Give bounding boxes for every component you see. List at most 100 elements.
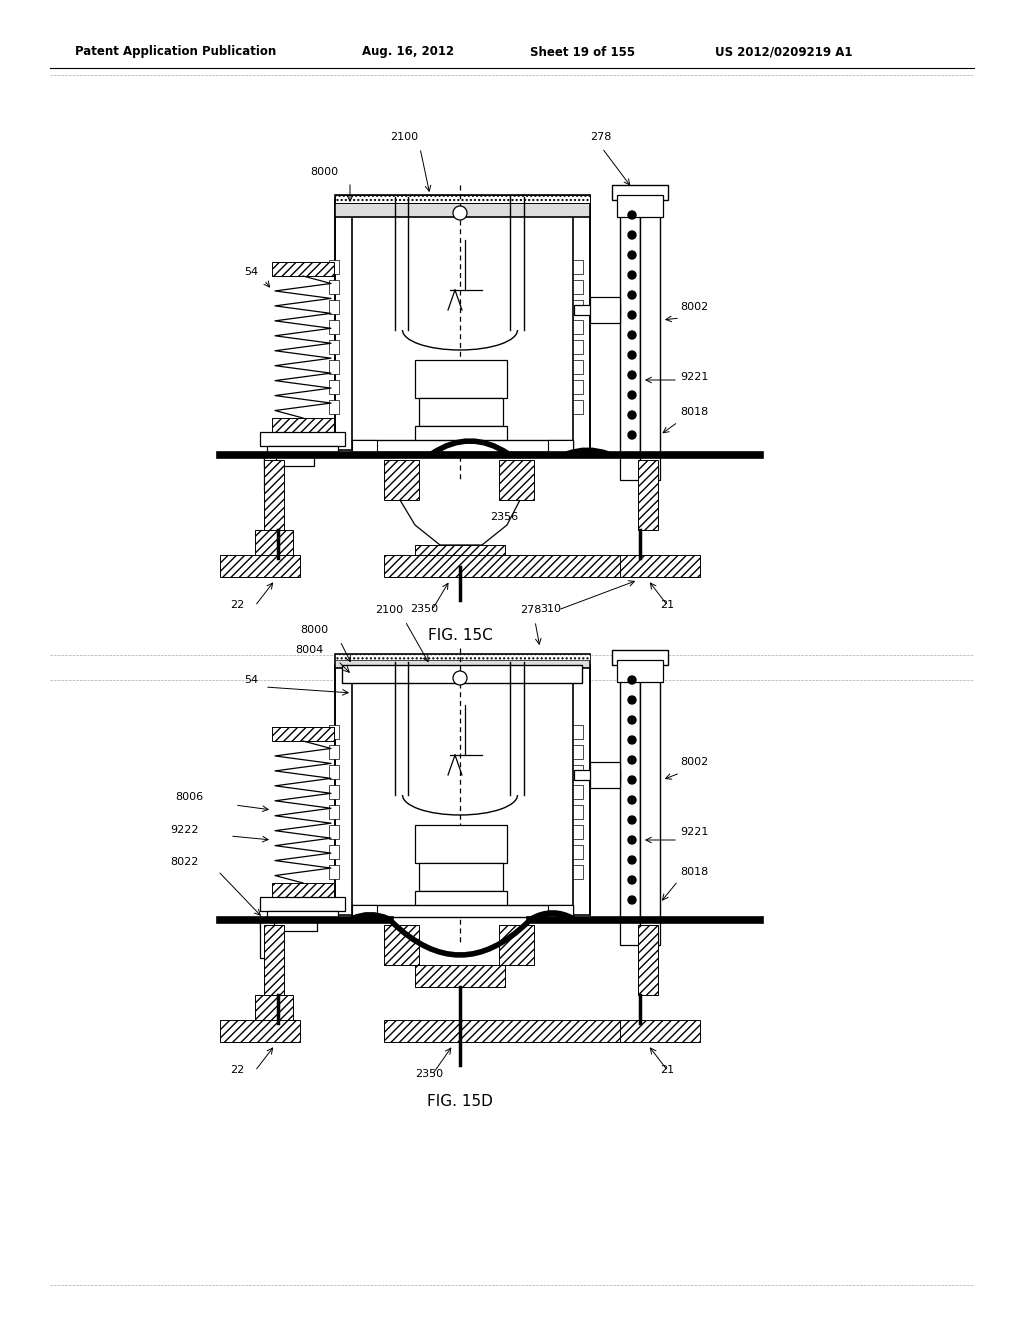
Bar xyxy=(415,891,507,911)
Bar xyxy=(220,1020,300,1041)
Bar xyxy=(352,906,377,920)
Bar xyxy=(573,341,583,354)
FancyArrowPatch shape xyxy=(532,913,572,919)
Bar xyxy=(640,920,660,945)
Text: 2100: 2100 xyxy=(390,132,418,143)
Text: 9221: 9221 xyxy=(680,828,709,837)
Bar xyxy=(329,260,339,275)
Bar xyxy=(573,280,583,294)
Bar xyxy=(612,649,668,665)
Bar xyxy=(329,766,339,779)
Bar xyxy=(620,554,700,577)
Circle shape xyxy=(628,411,636,418)
Bar xyxy=(255,531,293,554)
Bar xyxy=(415,545,505,568)
Circle shape xyxy=(628,271,636,279)
Text: 8004: 8004 xyxy=(295,645,324,655)
Bar xyxy=(590,297,620,323)
Bar xyxy=(255,995,293,1020)
Bar xyxy=(573,380,583,393)
Text: 8018: 8018 xyxy=(680,407,709,417)
Text: 278: 278 xyxy=(590,132,611,143)
Circle shape xyxy=(628,371,636,379)
Text: 9221: 9221 xyxy=(680,372,709,381)
Bar xyxy=(329,341,339,354)
Bar xyxy=(638,925,658,995)
Circle shape xyxy=(628,290,636,300)
Circle shape xyxy=(628,391,636,399)
Bar xyxy=(352,440,573,451)
Text: 8022: 8022 xyxy=(170,857,199,867)
Bar xyxy=(335,201,590,450)
Bar xyxy=(264,455,276,490)
Bar xyxy=(573,400,583,414)
Bar xyxy=(617,195,663,216)
Bar xyxy=(415,360,507,399)
Bar xyxy=(573,865,583,879)
Bar xyxy=(264,459,284,531)
Bar xyxy=(573,805,583,818)
Bar xyxy=(640,455,660,480)
Bar xyxy=(329,360,339,374)
Bar xyxy=(335,653,590,660)
Circle shape xyxy=(453,671,467,685)
Bar xyxy=(573,360,583,374)
Text: FIG. 15D: FIG. 15D xyxy=(427,1093,493,1109)
Circle shape xyxy=(628,876,636,884)
Bar xyxy=(574,770,620,780)
Bar xyxy=(573,744,583,759)
Circle shape xyxy=(628,855,636,865)
Bar xyxy=(620,195,640,455)
Circle shape xyxy=(628,737,636,744)
Text: Sheet 19 of 155: Sheet 19 of 155 xyxy=(530,45,635,58)
Text: Patent Application Publication: Patent Application Publication xyxy=(75,45,276,58)
Circle shape xyxy=(628,776,636,784)
Text: 21: 21 xyxy=(660,601,674,610)
Bar xyxy=(335,195,590,216)
Bar xyxy=(384,1020,634,1041)
Bar xyxy=(419,399,503,426)
FancyArrowPatch shape xyxy=(432,441,508,454)
Bar xyxy=(620,920,640,945)
Circle shape xyxy=(628,251,636,259)
Bar xyxy=(329,280,339,294)
Bar xyxy=(352,906,573,917)
Text: 22: 22 xyxy=(230,601,245,610)
Bar xyxy=(329,865,339,879)
Bar xyxy=(264,455,314,466)
Text: 54: 54 xyxy=(244,675,258,685)
Bar xyxy=(640,195,660,455)
Bar xyxy=(573,825,583,840)
Bar xyxy=(573,260,583,275)
Text: 8002: 8002 xyxy=(680,302,709,312)
Bar xyxy=(640,660,660,920)
Bar xyxy=(499,925,534,965)
Bar xyxy=(329,319,339,334)
Circle shape xyxy=(628,331,636,339)
Bar xyxy=(329,400,339,414)
Text: 2350: 2350 xyxy=(415,1069,443,1078)
Circle shape xyxy=(628,211,636,219)
Bar xyxy=(638,459,658,531)
Circle shape xyxy=(628,816,636,824)
Bar xyxy=(384,459,419,500)
Circle shape xyxy=(628,432,636,440)
Text: 2356: 2356 xyxy=(490,512,518,521)
Bar xyxy=(415,825,507,863)
Text: FIG. 15C: FIG. 15C xyxy=(428,628,493,644)
Bar xyxy=(415,965,505,987)
Bar xyxy=(548,440,573,455)
Bar xyxy=(573,785,583,799)
Bar xyxy=(329,380,339,393)
Bar xyxy=(335,195,590,203)
Bar xyxy=(573,300,583,314)
Bar xyxy=(260,920,274,958)
Text: Aug. 16, 2012: Aug. 16, 2012 xyxy=(362,45,454,58)
Circle shape xyxy=(628,896,636,904)
Circle shape xyxy=(628,756,636,764)
Bar xyxy=(419,863,503,891)
Bar xyxy=(329,845,339,859)
Text: 2350: 2350 xyxy=(410,605,438,614)
Bar xyxy=(329,725,339,739)
FancyArrowPatch shape xyxy=(392,921,528,954)
